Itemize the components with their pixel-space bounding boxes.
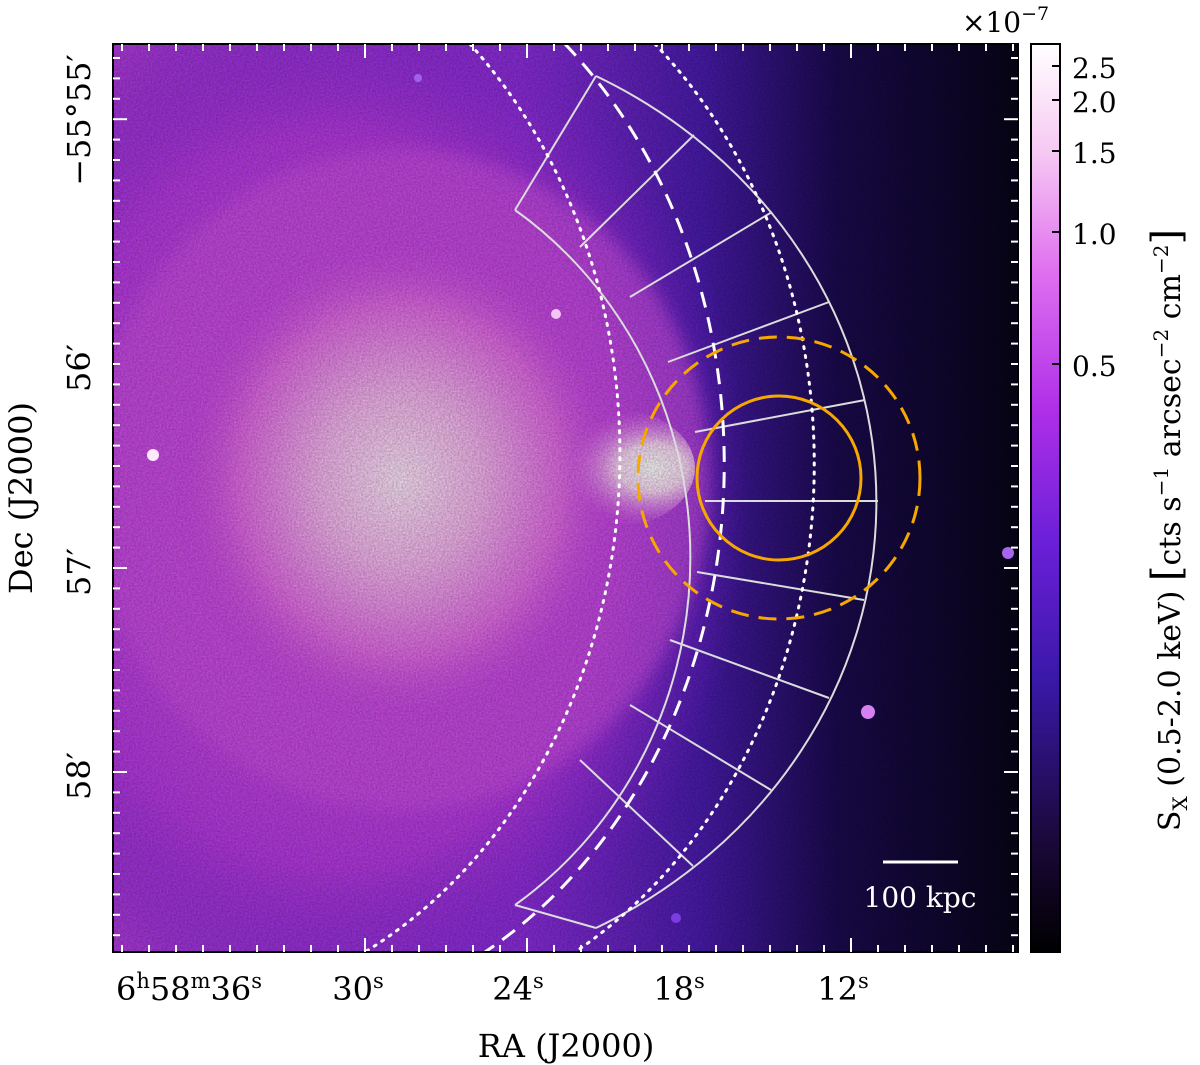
colorbar-tick-labels: 2.5 2.0 1.5 1.0 0.5 [1072, 52, 1117, 383]
y-axis-label: Dec (J2000) [2, 402, 40, 594]
x-tick-labels: 6h58m36s 30s 24s 18s 12s [116, 969, 869, 1008]
y-tick-labels: −55°55′ 56′ 57′ 58′ [60, 54, 98, 800]
colorbar-ticks [1052, 65, 1060, 365]
y-tick-55: −55°55′ [60, 54, 98, 186]
x-tick-12s: 12s [817, 969, 869, 1008]
colorbar-gradient [1030, 43, 1061, 953]
sector-edge-top [514, 75, 597, 211]
region-circles [636, 335, 922, 621]
colorbar-multiplier: ×10−7 [962, 3, 1049, 39]
x-axis-label: RA (J2000) [478, 1027, 655, 1065]
outer-region-circle [636, 335, 922, 621]
x-tick-18s: 18s [653, 969, 705, 1008]
inner-region-circle [695, 394, 863, 562]
map-frame [112, 43, 1019, 953]
scale-bar: 100 kpc [864, 860, 977, 914]
x-tick-24s: 24s [492, 969, 544, 1008]
brightness-map [113, 44, 1018, 952]
dotted-front-outer [573, 44, 816, 952]
cbar-tick-2.0: 2.0 [1072, 86, 1117, 119]
sector-grid [514, 75, 878, 929]
cbar-tick-0.5: 0.5 [1072, 350, 1117, 383]
cbar-tick-2.5: 2.5 [1072, 52, 1117, 85]
dotted-front-inner [363, 44, 622, 952]
y-tick-58: 58′ [60, 752, 98, 800]
front-lines [363, 44, 816, 952]
scale-bar-label: 100 kpc [864, 881, 977, 914]
y-tick-57: 57′ [60, 548, 98, 596]
axis-ticks [113, 44, 1018, 952]
colorbar: 2.5 2.0 1.5 1.0 0.5 ×10−7 SX (0.5-2.0 ke… [962, 3, 1192, 953]
colorbar-label: SX (0.5-2.0 keV) [cts s−1 arcsec−2 cm−2] [1144, 229, 1192, 831]
cbar-tick-1.5: 1.5 [1072, 137, 1117, 170]
cbar-tick-1.0: 1.0 [1072, 218, 1117, 251]
x-tick-30s: 30s [332, 969, 384, 1008]
sector-edge-bottom [514, 904, 597, 929]
x-tick-first: 6h58m36s [116, 969, 262, 1008]
inner-arc [514, 209, 692, 906]
y-tick-56: 56′ [60, 344, 98, 392]
